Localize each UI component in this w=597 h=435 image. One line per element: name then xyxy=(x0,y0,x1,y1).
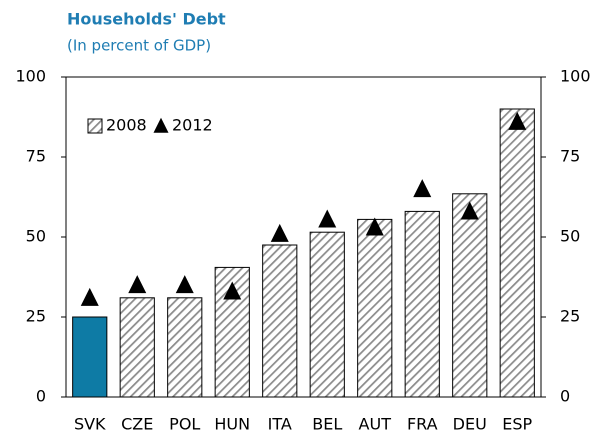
y-tick-label: 50 xyxy=(26,227,46,246)
marker xyxy=(508,111,527,130)
bar xyxy=(72,316,108,398)
y2-tick-label: 50 xyxy=(560,227,580,246)
x-tick-label: ESP xyxy=(502,415,532,434)
legend-swatch xyxy=(153,117,169,133)
x-tick-label: POL xyxy=(169,415,200,434)
y2-tick-label: 75 xyxy=(560,147,580,166)
chart-subtitle: (In percent of GDP) xyxy=(67,37,211,55)
x-tick-label: FRA xyxy=(407,415,438,434)
x-tick-label: BEL xyxy=(312,415,342,434)
marker xyxy=(460,201,479,220)
legend-label: 2008 xyxy=(106,116,147,135)
marker xyxy=(413,179,432,198)
legend-swatch xyxy=(87,118,103,134)
bar xyxy=(262,244,298,398)
x-tick-label: AUT xyxy=(359,415,392,434)
bar xyxy=(357,218,393,398)
y-tick-label: 25 xyxy=(26,307,46,326)
bar xyxy=(452,193,488,398)
marker xyxy=(223,281,242,300)
bar xyxy=(309,231,345,398)
marker xyxy=(270,223,289,242)
bar xyxy=(119,297,155,398)
chart-title: Households' Debt xyxy=(67,10,226,29)
marker xyxy=(175,275,194,294)
x-tick-label: CZE xyxy=(121,415,153,434)
x-tick-label: HUN xyxy=(214,415,250,434)
bar xyxy=(499,108,535,398)
bar xyxy=(167,297,203,398)
y-tick-label: 100 xyxy=(15,67,46,86)
marker xyxy=(128,275,147,294)
bar xyxy=(404,210,440,398)
x-tick-label: ITA xyxy=(268,415,292,434)
marker xyxy=(318,209,337,228)
marker xyxy=(365,217,384,236)
legend-label: 2012 xyxy=(172,116,213,135)
y2-tick-label: 0 xyxy=(560,387,570,406)
y2-tick-label: 25 xyxy=(560,307,580,326)
y2-tick-label: 100 xyxy=(560,67,591,86)
y-tick-label: 75 xyxy=(26,147,46,166)
x-tick-label: SVK xyxy=(74,415,106,434)
x-tick-label: DEU xyxy=(453,415,487,434)
y-tick-label: 0 xyxy=(36,387,46,406)
marker xyxy=(80,287,99,306)
